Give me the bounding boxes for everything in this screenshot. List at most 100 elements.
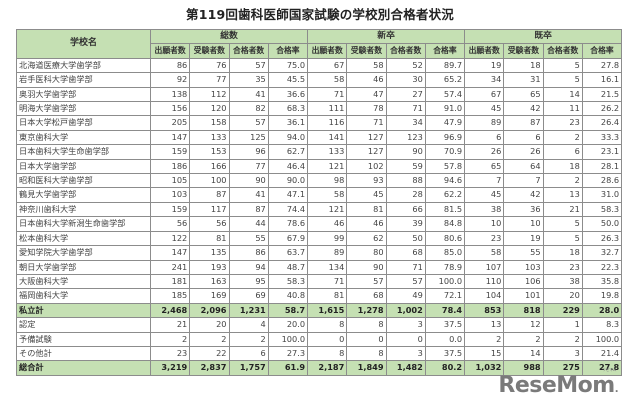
total-passers-cell: 90 xyxy=(228,173,269,189)
total-passers-cell: 57 xyxy=(228,57,269,74)
past-pass-rate-cell: 27.8 xyxy=(581,360,623,376)
past-passers-cell: 23 xyxy=(542,115,583,131)
past-examinees-cell: 64 xyxy=(503,158,544,175)
new-applicants-cell: 8 xyxy=(307,345,348,362)
past-examinees-cell: 14 xyxy=(503,345,544,362)
total-examinees-cell: 166 xyxy=(189,158,230,175)
subheader-applicants: 出願者数 xyxy=(307,43,348,59)
past-examinees-cell: 42 xyxy=(503,101,544,117)
past-applicants-cell: 45 xyxy=(464,101,505,117)
new-passers-cell: 39 xyxy=(385,216,426,232)
total-pass-rate-cell: 67.9 xyxy=(267,230,309,247)
total-applicants-cell: 147 xyxy=(149,129,191,146)
total-pass-rate-cell: 61.9 xyxy=(267,360,309,376)
total-examinees-cell: 117 xyxy=(189,201,230,218)
past-pass-rate-cell: 19.8 xyxy=(581,288,623,304)
school-name-cell: 日本歯科大学新潟生命歯学部 xyxy=(16,216,151,232)
new-applicants-cell: 71 xyxy=(307,86,348,103)
new-examinees-cell: 45 xyxy=(346,187,387,203)
past-applicants-cell: 13 xyxy=(464,317,505,333)
past-passers-cell: 13 xyxy=(542,187,583,203)
past-examinees-cell: 988 xyxy=(503,360,544,376)
past-applicants-cell: 10 xyxy=(464,216,505,232)
past-applicants-cell: 104 xyxy=(464,288,505,304)
new-examinees-cell: 1,278 xyxy=(346,302,387,319)
new-passers-cell: 71 xyxy=(385,101,426,117)
logo-text: ReseMom xyxy=(498,373,615,398)
new-pass-rate-cell: 85.0 xyxy=(424,245,466,261)
past-pass-rate-cell: 26.2 xyxy=(581,101,623,117)
total-passers-cell: 4 xyxy=(228,317,269,333)
table-row: 大阪歯科大学 181 163 95 58.3 71 57 57 100.0 110 106 38 35.… xyxy=(16,273,623,290)
subheader-passers: 合格者数 xyxy=(542,43,583,59)
school-name-cell: 日本大学松戸歯学部 xyxy=(16,115,151,131)
total-pass-rate-cell: 58.3 xyxy=(267,273,309,290)
total-passers-cell: 2 xyxy=(228,331,269,347)
subheader-pass-rate: 合格率 xyxy=(267,43,309,59)
past-passers-cell: 20 xyxy=(542,288,583,304)
total-examinees-cell: 2,096 xyxy=(189,302,230,319)
new-passers-cell: 123 xyxy=(385,129,426,146)
past-pass-rate-cell: 35.8 xyxy=(581,273,623,290)
new-examinees-cell: 46 xyxy=(346,72,387,88)
sub-header-row: 出願者数 受験者数 合格者数 合格率 出願者数 受験者数 合格者数 合格率 出願者数 受験者数 合格… xyxy=(17,43,623,59)
new-passers-cell: 3 xyxy=(385,345,426,362)
total-examinees-cell: 81 xyxy=(189,230,230,247)
total-applicants-cell: 2,468 xyxy=(149,302,191,319)
new-passers-cell: 88 xyxy=(385,173,426,189)
school-name-cell: 愛知学院大学歯学部 xyxy=(16,245,151,261)
past-pass-rate-cell: 22.3 xyxy=(581,259,623,275)
total-passers-cell: 57 xyxy=(228,115,269,131)
total-passers-cell: 1,757 xyxy=(228,360,269,376)
past-applicants-cell: 89 xyxy=(464,115,505,131)
new-examinees-cell: 80 xyxy=(346,245,387,261)
past-examinees-cell: 106 xyxy=(503,273,544,290)
new-examinees-cell: 90 xyxy=(346,259,387,275)
new-pass-rate-cell: 84.8 xyxy=(424,216,466,232)
school-name-cell: 松本歯科大学 xyxy=(16,230,151,247)
past-applicants-cell: 45 xyxy=(464,187,505,203)
subtotal-row: 総合計 3,219 2,837 1,757 61.9 2,187 1,849 1,482 80.… xyxy=(16,360,623,376)
past-passers-cell: 21 xyxy=(542,201,583,218)
table-row: 愛知学院大学歯学部 147 135 86 63.7 89 80 68 85.0 58 55 18 32.… xyxy=(16,245,623,261)
past-examinees-cell: 26 xyxy=(503,144,544,160)
past-pass-rate-cell: 8.3 xyxy=(581,317,623,333)
new-pass-rate-cell: 80.2 xyxy=(424,360,466,376)
total-passers-cell: 35 xyxy=(228,72,269,88)
past-applicants-cell: 26 xyxy=(464,144,505,160)
total-passers-cell: 6 xyxy=(228,345,269,362)
new-examinees-cell: 127 xyxy=(346,129,387,146)
subheader-applicants: 出願者数 xyxy=(464,43,505,59)
total-applicants-cell: 186 xyxy=(149,158,191,175)
school-name-cell: 予備試験 xyxy=(16,331,151,347)
past-passers-cell: 6 xyxy=(542,144,583,160)
total-passers-cell: 94 xyxy=(228,259,269,275)
new-examinees-cell: 8 xyxy=(346,345,387,362)
past-examinees-cell: 7 xyxy=(503,173,544,189)
table-row: 朝日大学歯学部 241 193 94 48.7 134 90 71 78.9 107 103 23 22… xyxy=(16,259,623,275)
table-row: 鶴見大学歯学部 103 87 41 47.1 58 45 28 62.2 45 42 13 31.0 xyxy=(16,187,623,203)
past-passers-cell: 11 xyxy=(542,101,583,117)
page-title: 第119回歯科医師国家試験の学校別合格者状況 xyxy=(186,7,454,22)
new-examinees-cell: 81 xyxy=(346,201,387,218)
table-body: 北海道医療大学歯学部 86 76 57 75.0 67 58 52 89.7 19 18 5 27.8 岩… xyxy=(16,57,623,376)
past-passers-cell: 18 xyxy=(542,158,583,175)
new-passers-cell: 68 xyxy=(385,245,426,261)
new-passers-cell: 1,002 xyxy=(385,302,426,319)
past-applicants-cell: 2 xyxy=(464,331,505,347)
past-pass-rate-cell: 31.0 xyxy=(581,187,623,203)
total-pass-rate-cell: 46.4 xyxy=(267,158,309,175)
total-applicants-cell: 241 xyxy=(149,259,191,275)
new-examinees-cell: 93 xyxy=(346,173,387,189)
new-pass-rate-cell: 96.9 xyxy=(424,129,466,146)
past-pass-rate-cell: 16.1 xyxy=(581,72,623,88)
past-passers-cell: 275 xyxy=(542,360,583,376)
new-passers-cell: 90 xyxy=(385,144,426,160)
new-pass-rate-cell: 65.2 xyxy=(424,72,466,88)
past-applicants-cell: 38 xyxy=(464,201,505,218)
school-name-cell: 日本大学歯学部 xyxy=(16,158,151,175)
group-header-total: 総数 xyxy=(149,28,309,45)
past-pass-rate-cell: 26.4 xyxy=(581,115,623,131)
past-examinees-cell: 19 xyxy=(503,230,544,247)
new-pass-rate-cell: 37.5 xyxy=(424,317,466,333)
